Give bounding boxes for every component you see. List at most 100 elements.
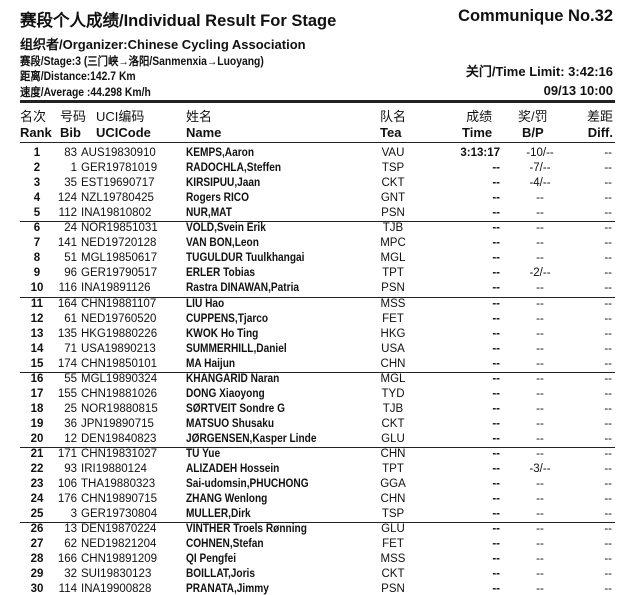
cell-bib: 174: [57, 357, 77, 370]
cell-diff: --: [604, 387, 612, 400]
cell-team: TSP: [381, 508, 405, 521]
table-row: 7 141 NED19720128 VAN BON,Leon MPC -- -- --: [0, 236, 625, 251]
cell-diff: --: [604, 237, 612, 250]
cell-bonus-penalty: -4/--: [529, 177, 551, 190]
col-uci: UCI编码 UCICode: [96, 109, 151, 140]
cell-rider-name: ALIZADEH Hossein: [186, 463, 280, 476]
cell-bonus-penalty: --: [536, 372, 544, 385]
cell-diff: --: [604, 342, 612, 355]
cell-bonus-penalty: --: [536, 357, 544, 370]
cell-diff: --: [604, 538, 612, 551]
cell-bib: 62: [64, 538, 77, 551]
organizer: 组织者/Organizer:Chinese Cycling Associatio…: [20, 37, 306, 52]
cell-uci-code: CHN19881026: [81, 387, 158, 400]
table-row: 6 24 NOR19851031 VOLD,Svein Erik TJB -- -- --: [0, 221, 625, 236]
cell-bib: 3: [70, 508, 77, 521]
cell-bonus-penalty: --: [536, 252, 544, 265]
table-row: 21 171 CHN19831027 TU Yue CHN -- -- --: [0, 447, 625, 462]
cell-time: --: [492, 207, 500, 220]
cell-bonus-penalty: --: [536, 192, 544, 205]
cell-diff: --: [604, 478, 612, 491]
cell-bonus-penalty: -10/--: [526, 147, 554, 159]
table-row: 19 36 JPN19890715 MATSUO Shusaku CKT -- -- --: [0, 417, 625, 432]
cell-diff: --: [604, 252, 612, 265]
table-row: 17 155 CHN19881026 DONG Xiaoyong TYD -- -- --: [0, 387, 625, 402]
cell-rank: 27: [30, 538, 44, 551]
cell-team: MPC: [380, 237, 406, 250]
cell-bonus-penalty: --: [536, 342, 544, 355]
cell-bonus-penalty: --: [536, 312, 544, 325]
table-row: 12 61 NED19760520 CUPPENS,Tjarco FET -- -- --: [0, 312, 625, 327]
cell-team: CHN: [380, 493, 406, 506]
cell-uci-code: CHN19891209: [81, 553, 158, 566]
cell-time: --: [492, 267, 500, 280]
cell-uci-code: CHN19850101: [81, 357, 158, 370]
col-team: 队名 Tea: [380, 109, 407, 140]
cell-rider-name: ERLER Tobias: [186, 267, 255, 280]
cell-bonus-penalty: --: [536, 568, 544, 581]
cell-uci-code: NED19720128: [81, 237, 157, 250]
cell-rank: 28: [30, 553, 44, 566]
date-time: 09/13 10:00: [543, 83, 613, 98]
col-time: 成绩 Time: [462, 109, 493, 140]
header-divider: [20, 100, 615, 103]
stage-info: 赛段/Stage:3 (三门峡→洛阳/Sanmenxia→Luoyang): [20, 56, 264, 68]
cell-diff: --: [604, 282, 612, 295]
cell-team: CHN: [380, 357, 406, 370]
cell-time: 3:13:17: [460, 147, 500, 159]
cell-diff: --: [604, 177, 612, 190]
table-row: 3 35 EST19690717 KIRSIPUU,Jaan CKT -- -4/-- --: [0, 176, 625, 191]
cell-team: GGA: [380, 478, 406, 491]
table-row: 5 112 INA19810802 NUR,MAT PSN -- -- --: [0, 206, 625, 221]
cell-bib: 61: [64, 312, 77, 325]
cell-uci-code: GER19781019: [81, 162, 158, 175]
table-row: 28 166 CHN19891209 QI Pengfei MSS -- -- --: [0, 552, 625, 567]
cell-bib: 135: [57, 327, 77, 340]
cell-bonus-penalty: --: [536, 387, 544, 400]
cell-uci-code: DEN19840823: [81, 432, 157, 445]
cell-rider-name: VAN BON,Leon: [186, 237, 259, 250]
cell-bonus-penalty: --: [536, 222, 544, 235]
table-row: 22 93 IRI19880124 ALIZADEH Hossein TPT -- -3/-…: [0, 462, 625, 477]
cell-bib: 55: [64, 372, 77, 385]
cell-uci-code: MGL19850617: [81, 252, 158, 265]
cell-diff: --: [604, 417, 612, 430]
cell-uci-code: GER19730804: [81, 508, 158, 521]
cell-rider-name: QI Pengfei: [186, 553, 237, 566]
cell-rider-name: KHANGARID Naran: [186, 372, 280, 385]
cell-time: --: [492, 523, 500, 536]
table-row: 13 135 HKG19880226 KWOK Ho Ting HKG -- -- --: [0, 327, 625, 342]
cell-bonus-penalty: --: [536, 417, 544, 430]
cell-bib: 112: [58, 207, 77, 220]
cell-time: --: [492, 177, 500, 190]
cell-uci-code: IRI19880124: [81, 463, 147, 476]
cell-diff: --: [604, 463, 612, 476]
group-divider: [20, 447, 615, 448]
cell-uci-code: CHN19831027: [81, 448, 158, 460]
cell-rider-name: KEMPS,Aaron: [186, 147, 255, 159]
average-info: 速度/Average :44.298 Km/h: [20, 87, 151, 99]
cell-rider-name: CUPPENS,Tjarco: [186, 312, 269, 325]
cell-diff: --: [604, 357, 612, 370]
col-name: 姓名 Name: [186, 109, 222, 140]
cell-time: --: [492, 508, 500, 521]
cell-diff: --: [604, 432, 612, 445]
cell-uci-code: JPN19890715: [81, 417, 154, 430]
table-row: 30 114 INA19900828 PRANATA,Jimmy PSN -- -- --: [0, 582, 625, 595]
table-row: 9 96 GER19790517 ERLER Tobias TPT -- -2/-- --: [0, 266, 625, 281]
cell-rider-name: LIU Hao: [186, 297, 225, 310]
cell-rank: 14: [30, 342, 44, 355]
cell-bonus-penalty: --: [536, 327, 544, 340]
cell-time: --: [492, 432, 500, 445]
cell-team: VAU: [381, 147, 405, 159]
table-row: 26 13 DEN19870224 VINTHER Troels Rønning GLU…: [0, 522, 625, 537]
cell-rank: 9: [33, 267, 41, 280]
cell-rider-name: ZHANG Wenlong: [186, 493, 268, 506]
table-row: 20 12 DEN19840823 JØRGENSEN,Kasper Linde GLU…: [0, 432, 625, 447]
cell-bonus-penalty: --: [536, 297, 544, 310]
cell-time: --: [492, 237, 500, 250]
cell-bonus-penalty: --: [536, 282, 544, 295]
table-row: 1 83 AUS19830910 KEMPS,Aaron VAU 3:13:17 -10/-…: [0, 146, 625, 161]
cell-bib: 24: [64, 222, 77, 235]
cell-rider-name: MA Haijun: [186, 357, 236, 370]
